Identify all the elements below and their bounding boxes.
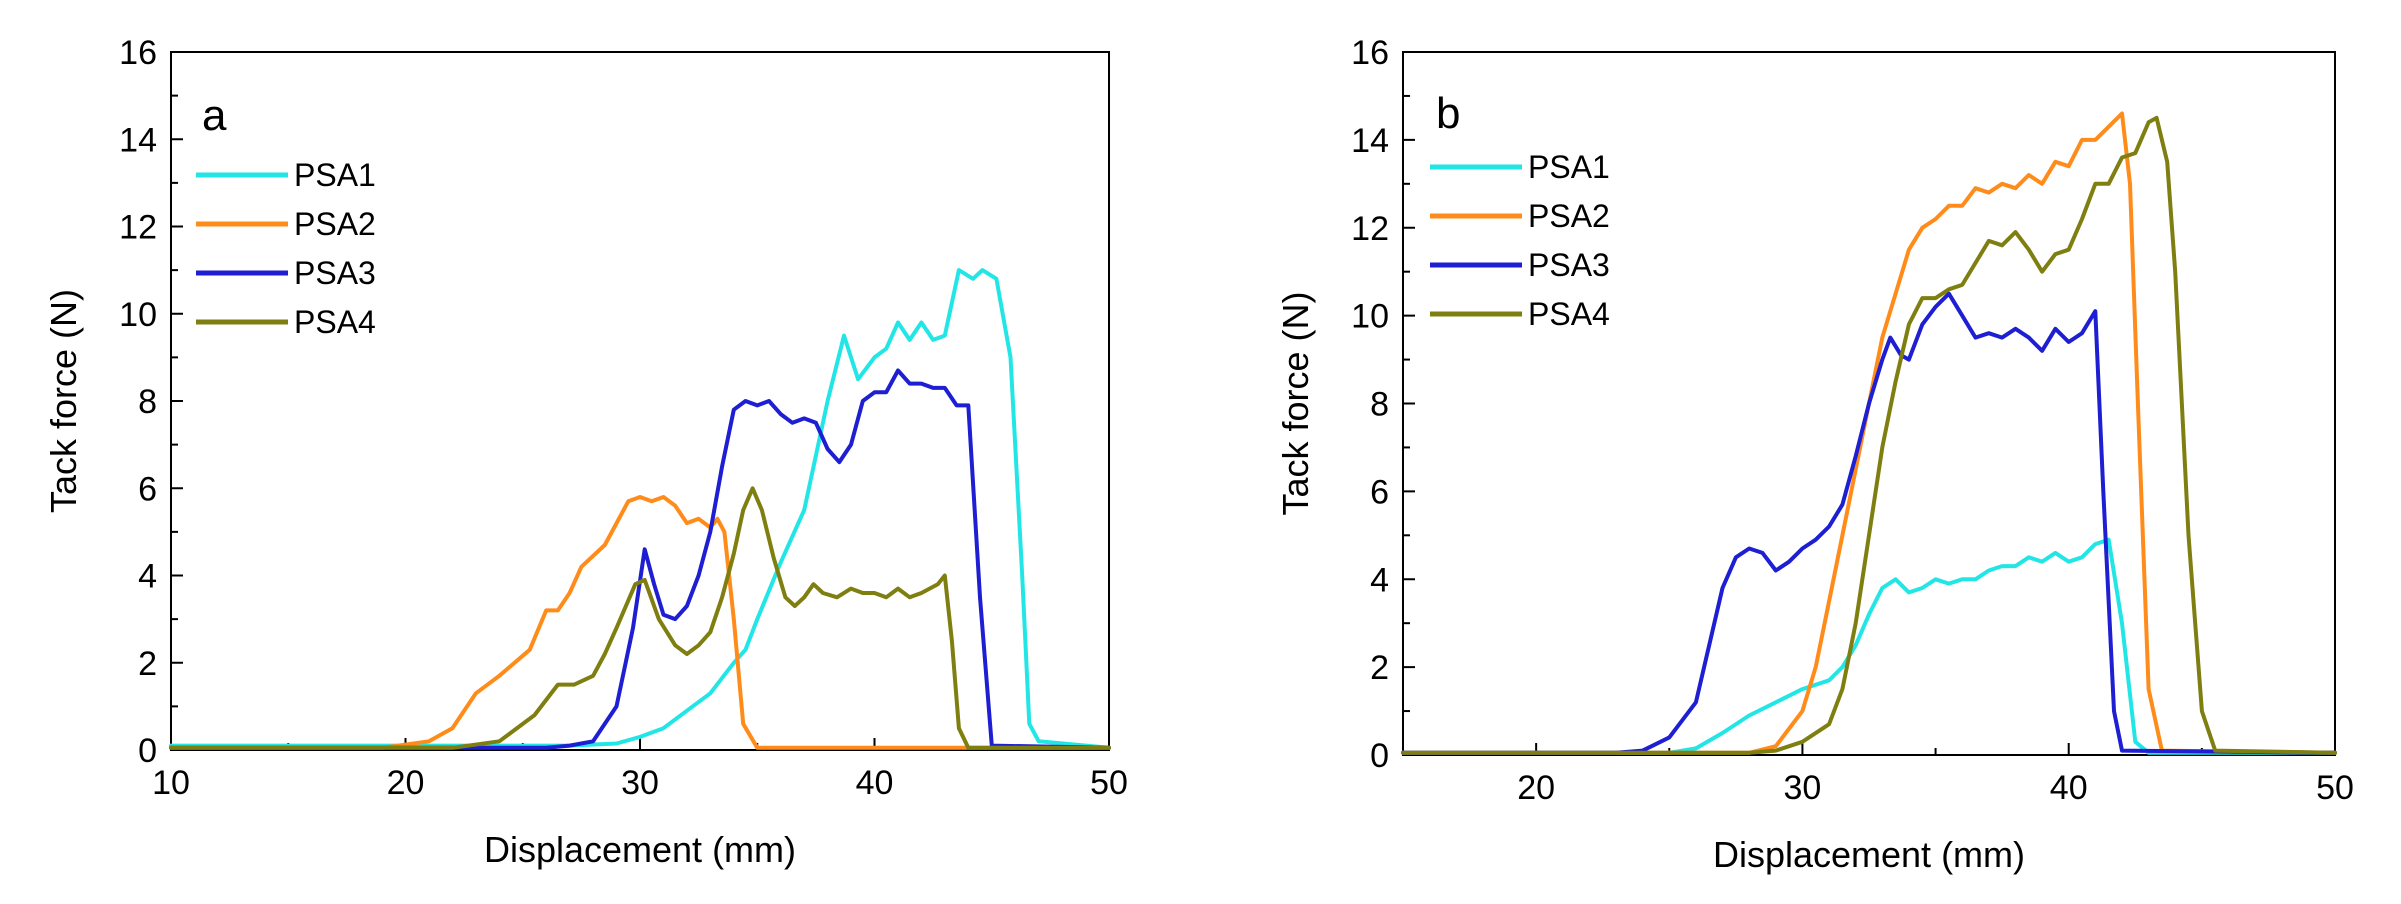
y-axis-title: Tack force (N) — [43, 289, 84, 513]
x-tick-label: 50 — [2316, 769, 2354, 807]
series-line-psa1 — [169, 268, 1111, 750]
panel-label: a — [202, 91, 227, 140]
y-tick-label: 2 — [1370, 649, 1389, 687]
series-line-psa2 — [1401, 111, 2337, 755]
x-axis-title: Displacement (mm) — [1713, 834, 2025, 875]
y-tick-label: 14 — [1351, 122, 1389, 160]
series-line-psa2 — [169, 495, 1111, 750]
series-line-psa1 — [1401, 537, 2337, 755]
x-tick-label: 10 — [152, 764, 190, 802]
x-tick-label: 40 — [856, 764, 894, 802]
series-line-psa3 — [1401, 291, 2337, 755]
y-tick-label: 4 — [1370, 561, 1389, 599]
y-tick-label: 8 — [138, 383, 157, 421]
series-line-psa4 — [1401, 115, 2337, 755]
y-tick-label: 4 — [138, 558, 157, 596]
panel-label: b — [1436, 89, 1460, 138]
y-axis-title: Tack force (N) — [1275, 291, 1316, 515]
y-tick-label: 0 — [1370, 737, 1389, 775]
x-tick-label: 20 — [1517, 769, 1555, 807]
legend-label-psa1: PSA1 — [294, 157, 376, 193]
y-tick-label: 0 — [138, 732, 157, 770]
legend-label-psa4: PSA4 — [294, 304, 376, 340]
y-tick-label: 12 — [119, 209, 157, 247]
y-tick-label: 6 — [138, 470, 157, 508]
y-tick-label: 6 — [1370, 473, 1389, 511]
panel-a-chart: 10 20 30 40 50 0 2 4 6 8 10 12 14 16 Displacement (mm)… — [43, 34, 1128, 870]
legend-label-psa1: PSA1 — [1528, 149, 1610, 185]
y-tick-label: 16 — [1351, 34, 1389, 72]
y-tick-label: 8 — [1370, 386, 1389, 424]
legend-label-psa2: PSA2 — [1528, 198, 1610, 234]
legend-label-psa2: PSA2 — [294, 206, 376, 242]
y-tick-label: 10 — [119, 296, 157, 334]
panel-b-chart: 20 30 40 50 0 2 4 6 8 10 12 14 16 Displacement (mm) Ta… — [1275, 34, 2354, 875]
y-tick-label: 12 — [1351, 210, 1389, 248]
x-tick-label: 20 — [387, 764, 425, 802]
x-tick-label: 30 — [621, 764, 659, 802]
y-tick-label: 16 — [119, 34, 157, 72]
y-tick-label: 10 — [1351, 298, 1389, 336]
x-tick-label: 40 — [2050, 769, 2088, 807]
legend-label-psa4: PSA4 — [1528, 296, 1610, 332]
legend-label-psa3: PSA3 — [294, 255, 376, 291]
x-tick-label: 50 — [1090, 764, 1128, 802]
legend-label-psa3: PSA3 — [1528, 247, 1610, 283]
x-axis-title: Displacement (mm) — [484, 829, 796, 870]
series-line-psa4 — [169, 486, 1111, 750]
series-line-psa3 — [169, 368, 1111, 750]
y-tick-label: 14 — [119, 121, 157, 159]
y-tick-label: 2 — [138, 645, 157, 683]
x-tick-label: 30 — [1784, 769, 1822, 807]
